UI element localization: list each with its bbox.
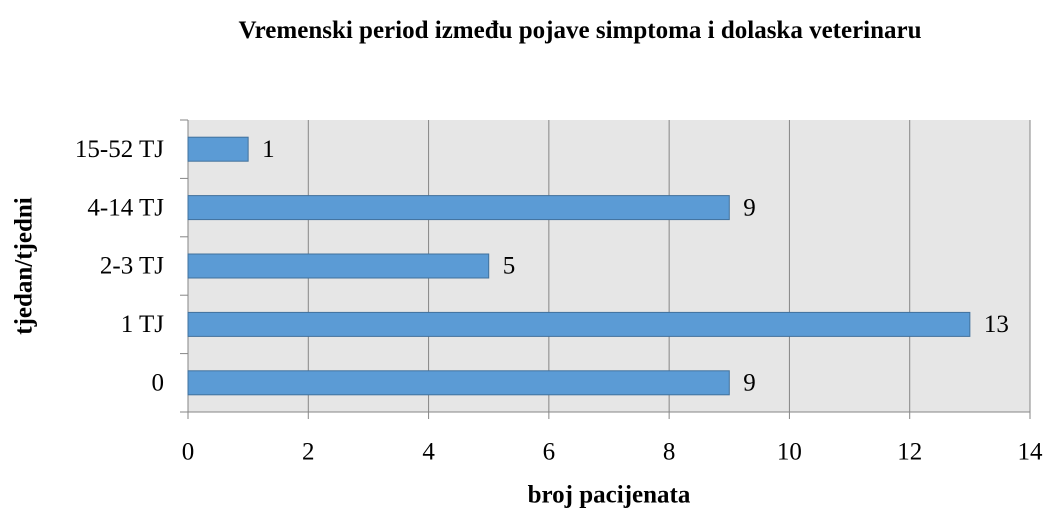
x-tick-label: 14 — [1018, 439, 1044, 466]
x-tick-label: 10 — [777, 439, 802, 466]
bar — [187, 136, 249, 162]
x-tick-label: 2 — [302, 439, 315, 466]
chart-title: Vremenski period između pojave simptoma … — [238, 17, 922, 44]
bar — [187, 253, 490, 279]
y-tick-label: 2-3 TJ — [100, 253, 164, 280]
x-tick-label: 0 — [182, 439, 195, 466]
data-label: 9 — [743, 194, 756, 221]
y-tick-label: 15-52 TJ — [75, 136, 164, 163]
bar — [187, 195, 730, 221]
data-label: 9 — [743, 370, 756, 397]
data-label: 13 — [984, 311, 1009, 338]
x-axis-label: broj pacijenata — [528, 482, 691, 509]
y-tick-label: 1 TJ — [121, 311, 165, 338]
x-tick-label: 8 — [663, 439, 676, 466]
bar — [187, 311, 971, 337]
x-tick-label: 12 — [897, 439, 922, 466]
data-label: 5 — [503, 253, 516, 280]
y-tick-label: 4-14 TJ — [87, 194, 164, 221]
x-tick-label: 4 — [422, 439, 435, 466]
y-axis-label: tjedan/tjedni — [11, 197, 38, 335]
x-tick-label: 6 — [543, 439, 556, 466]
data-label: 1 — [262, 136, 275, 163]
y-tick-label: 0 — [152, 370, 165, 397]
bar — [187, 370, 730, 396]
